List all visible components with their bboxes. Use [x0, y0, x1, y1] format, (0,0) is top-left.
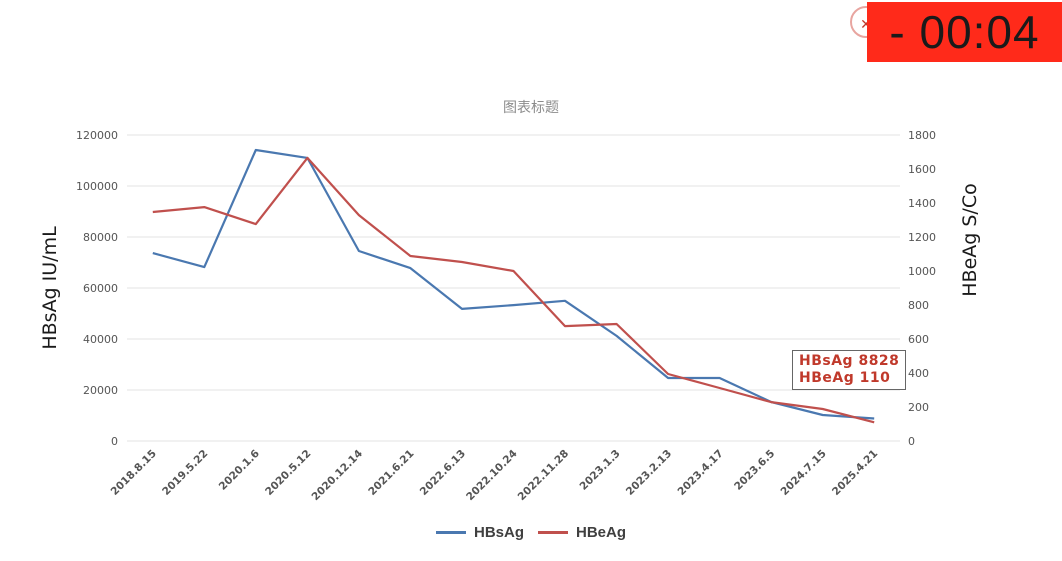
- x-tick-label: 2020.5.12: [263, 448, 313, 498]
- countdown-timer: - 00:04: [867, 2, 1062, 62]
- left-tick-label: 80000: [83, 231, 118, 244]
- left-tick-label: 60000: [83, 282, 118, 295]
- x-tick-label: 2019.5.22: [160, 448, 210, 498]
- legend-swatch-hbeag: [538, 531, 568, 534]
- x-tick-label: 2020.12.14: [310, 448, 365, 503]
- x-tick-label: 2023.6.5: [732, 448, 777, 493]
- right-tick-label: 0: [908, 435, 915, 448]
- right-tick-label: 1000: [908, 265, 936, 278]
- x-tick-label: 2021.6.21: [366, 448, 416, 498]
- legend-item-hbeag[interactable]: HBeAg: [538, 524, 626, 541]
- gridlines: [127, 134, 900, 442]
- left-tick-label: 120000: [76, 129, 118, 142]
- right-tick-label: 1600: [908, 163, 936, 176]
- x-tick-label: 2023.4.17: [675, 448, 725, 498]
- x-tick-label: 2023.2.13: [624, 448, 674, 498]
- x-tick-label: 2024.7.15: [779, 448, 829, 498]
- value-annotation-box: HBsAg 8828 HBeAg 110: [792, 350, 907, 390]
- series-line-hbsag: [152, 148, 875, 420]
- x-tick-label: 2022.11.28: [516, 448, 571, 503]
- right-tick-label: 1800: [908, 129, 936, 142]
- legend-swatch-hbsag: [435, 531, 466, 534]
- x-tick-label: 2025.4.21: [830, 448, 880, 498]
- chart-title: 图表标题: [503, 100, 559, 116]
- x-axis-labels: 2018.8.15 2019.5.22 2020.1.6 2020.5.122020.…: [109, 448, 881, 503]
- right-axis-ticks: 0 200 400 600 800 1000 1200 1400 1600 1800: [908, 129, 936, 448]
- x-tick-label: 2022.10.24: [464, 448, 519, 503]
- x-tick-label: 2018.8.15: [109, 448, 159, 498]
- x-tick-label: 2023.1.3: [578, 448, 623, 493]
- right-tick-label: 1400: [908, 197, 936, 210]
- left-axis-label: HBsAg IU/mL: [39, 226, 61, 350]
- left-tick-label: 100000: [76, 180, 118, 193]
- left-tick-label: 40000: [83, 333, 118, 346]
- annotation-hbeag: HBeAg 110: [799, 370, 891, 386]
- left-axis-ticks: 0 20000 40000 60000 80000 100000 120000: [76, 129, 118, 448]
- legend-label-hbsag: HBsAg: [473, 524, 524, 541]
- right-tick-label: 1200: [908, 231, 936, 244]
- right-tick-label: 200: [908, 401, 929, 414]
- legend-item-hbsag[interactable]: HBsAg: [435, 524, 524, 541]
- left-tick-label: 0: [111, 435, 118, 448]
- left-tick-label: 20000: [83, 384, 118, 397]
- series-lines: [152, 148, 875, 424]
- series-line-hbeag: [152, 156, 875, 424]
- right-tick-label: 400: [908, 367, 929, 380]
- x-tick-label: 2020.1.6: [217, 448, 262, 493]
- legend-label-hbeag: HBeAg: [576, 524, 627, 541]
- x-tick-label: 2022.6.13: [418, 448, 468, 498]
- right-tick-label: 600: [908, 333, 929, 346]
- chart-legend: HBsAg HBeAg: [0, 524, 1062, 541]
- right-axis-label: HBeAg S/Co: [959, 183, 981, 296]
- annotation-hbsag: HBsAg 8828: [799, 353, 900, 369]
- right-tick-label: 800: [908, 299, 929, 312]
